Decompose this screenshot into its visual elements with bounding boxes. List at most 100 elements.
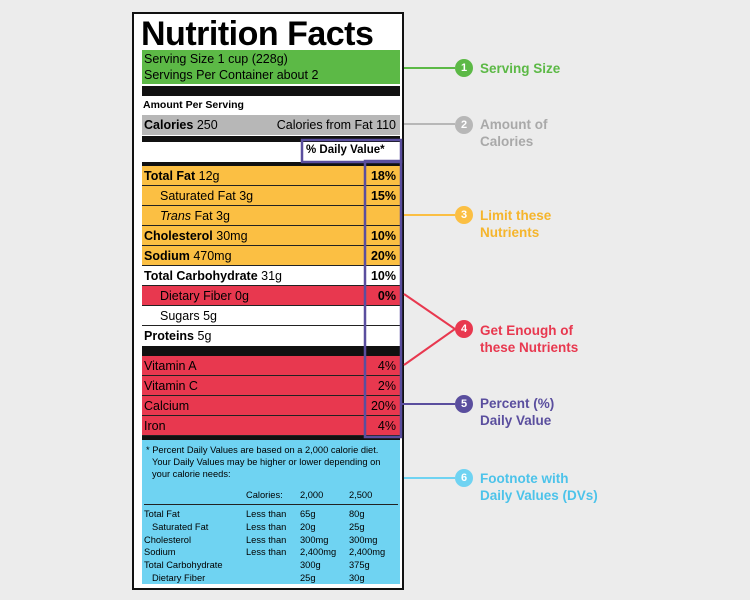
vitamin-name: Vitamin C [144,379,198,393]
annotation-number: 3 [455,206,473,224]
dv-table-nutrient: Total Carbohydrate [144,560,223,571]
nutrient-row-dietary-fiber: Dietary Fiber 0g 0% [142,286,400,306]
dv-table-qualifier: Less than [246,521,287,532]
annotation-text: Limit these [480,208,552,223]
nutrient-row-sugars: Sugars 5g [142,306,400,326]
vitamin-row: Vitamin C 2% [142,376,400,396]
vitamin-name: Iron [144,419,166,433]
nutrient-name: Cholesterol [144,229,213,243]
vitamin-row: Iron 4% [142,416,400,436]
dv-table-value: 2,400mg [300,547,337,558]
dv-table-value: 300mg [349,534,378,545]
annotation-text: Daily Values (DVs) [480,488,598,503]
footnote-line: Your Daily Values may be higher or lower… [152,457,381,467]
annotation-text: Nutrients [480,225,540,240]
calories-label: Calories [144,118,194,132]
nutrient-row-trans-fat: Trans Fat 3g [142,206,400,226]
nutrient-divider [142,162,400,166]
dv-table-value: 25g [300,573,316,583]
annotation-text: Percent (%) [480,396,555,411]
dv-table-value: 20g [300,521,316,532]
annotation-footnote: Footnote with Daily Values (DVs) [480,470,598,504]
annotation-percent-daily-value: Percent (%) Daily Value [480,395,554,429]
nutrient-name: Trans [160,209,192,223]
nutrient-row-cholesterol: Cholesterol 30mg 10% [142,226,400,246]
vitamin-row: Calcium 20% [142,396,400,416]
vitamin-name: Vitamin A [144,359,197,373]
nutrient-amount: 3g [239,189,254,203]
dv-table-value: 65g [300,509,316,519]
dv-table-value: 2,400mg [349,547,386,558]
nutrient-row-total-carbohydrate: Total Carbohydrate 31g 10% [142,266,400,286]
vitamin-dv: 20% [370,399,396,413]
nutrient-name: Proteins [144,329,195,343]
dv-table-qualifier: Less than [246,509,287,519]
annotation-text: Footnote with [480,471,569,486]
serving-size: Serving Size 1 cup (228g) [144,52,288,66]
label-title: Nutrition Facts [141,15,374,53]
dv-table-nutrient: Saturated Fat [152,521,209,532]
vitamin-dv: 4% [377,419,396,433]
nutrient-name: Total Fat [144,169,196,183]
dv-table-header-2500: 2,500 [349,490,373,500]
annotation-get-enough: Get Enough of these Nutrients [480,322,578,356]
annotation-text: Get Enough of [480,323,573,338]
nutrient-amount: 470mg [193,249,232,263]
nutrient-amount: 30mg [216,229,248,243]
annotation-number: 1 [455,59,473,77]
footnote-section: * Percent Daily Values are based on a 2,… [142,440,400,584]
annotation-number: 4 [455,320,473,338]
annotation-text: these Nutrients [480,340,579,355]
dv-table-qualifier: Less than [246,547,287,558]
vitamin-dv: 4% [377,359,396,373]
nutrient-dv: 10% [370,229,396,243]
dv-table-nutrient: Dietary Fiber [152,573,206,583]
annotation-serving-size: Serving Size [480,60,560,77]
nutrient-name: Sodium [144,249,190,263]
nutrient-amount: 5g [197,329,212,343]
footnote-divider [142,436,400,440]
nutrient-amount: 12g [198,169,220,183]
nutrient-name: Sugars [160,309,200,323]
nutrient-dv: 18% [370,169,396,183]
annotation-text: Serving Size [480,61,561,76]
nutrient-amount: Fat 3g [194,209,230,223]
dv-table-nutrient: Total Fat [144,509,180,519]
annotation-text: Daily Value [480,413,552,428]
nutrition-label: Nutrition Facts Serving Size 1 cup (228g… [132,12,404,590]
nutrient-row-proteins: Proteins 5g [142,326,400,346]
dv-table-qualifier: Less than [246,534,287,545]
vitamin-row: Vitamin A 4% [142,356,400,376]
serving-section: Serving Size 1 cup (228g) Servings Per C… [142,50,400,84]
dv-table-value: 30g [349,573,365,583]
dv-table-header-2000: 2,000 [300,490,324,500]
calories-row: Calories 250 Calories from Fat 110 [142,115,400,135]
nutrient-amount: 5g [203,309,217,323]
footnote-line: * Percent Daily Values are based on a 2,… [146,445,379,455]
dv-table-value: 80g [349,509,365,519]
dv-table-divider [144,504,398,505]
calories-from-fat: Calories from Fat 110 [276,118,396,132]
nutrient-row-total-fat: Total Fat 12g 18% [142,166,400,186]
footnote-line: your calorie needs: [152,469,231,479]
nutrient-dv: 0% [377,289,396,303]
nutrient-amount: 0g [235,289,249,303]
annotation-amount-of-calories: Amount of Calories [480,116,547,150]
dv-table-nutrient: Cholesterol [144,534,192,545]
nutrient-amount: 31g [261,269,283,283]
dv-table-value: 25g [349,521,365,532]
servings-per-container: Servings Per Container about 2 [144,68,319,82]
nutrient-dv: 15% [370,189,396,203]
annotation-text: Amount of [480,117,548,132]
dv-table-value: 300g [300,560,321,571]
dv-table-value: 375g [349,560,370,571]
nutrient-row-saturated-fat: Saturated Fat 3g 15% [142,186,400,206]
vitamin-divider [142,346,400,356]
nutrient-name: Dietary Fiber [160,289,232,303]
nutrient-name: Saturated Fat [160,189,236,203]
nutrient-row-sodium: Sodium 470mg 20% [142,246,400,266]
nutrient-dv: 20% [370,249,396,263]
annotation-number: 6 [455,469,473,487]
calories-value: 250 [196,118,218,132]
amount-per-serving: Amount Per Serving [143,99,244,111]
